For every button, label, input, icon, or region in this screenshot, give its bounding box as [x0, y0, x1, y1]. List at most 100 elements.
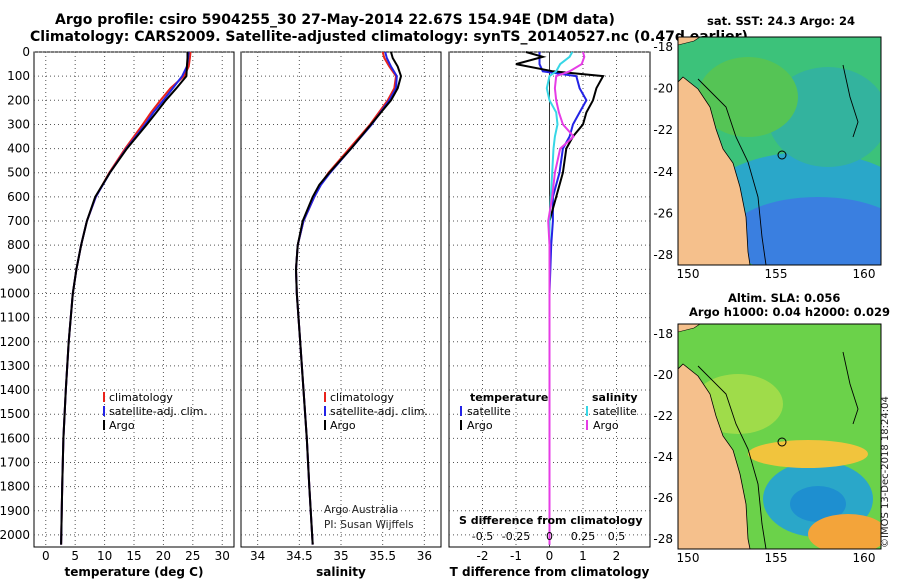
x-tick-label: 34.5	[286, 549, 313, 563]
s-tick-label: -0.5	[472, 530, 493, 543]
series-line-argo	[60, 52, 189, 545]
y-tick-label: 400	[7, 142, 30, 156]
x-tick-label: 0	[546, 549, 554, 563]
map-y-tick: -28	[653, 248, 673, 262]
y-tick-label: 1000	[0, 286, 30, 300]
sst-map-title: sat. SST: 24.3 Argo: 24	[707, 14, 856, 28]
legend-label: satellite	[593, 405, 637, 418]
land-mass	[678, 76, 751, 265]
legend-label: climatology	[330, 391, 394, 404]
x-tick-label: 15	[126, 549, 141, 563]
y-tick-label: 2000	[0, 528, 30, 542]
panel-differences: -2 -1 0 1 2 T difference from climatology	[448, 51, 651, 579]
map-frame	[677, 323, 882, 550]
x-tick-label: 5	[71, 549, 79, 563]
y-tick-label: 1900	[0, 504, 30, 518]
y-tick-label: 500	[7, 166, 30, 180]
y-tick-label: 100	[7, 69, 30, 83]
map-sla: 150 155 160 -18 -20 -22 -24 -26 -28	[653, 323, 882, 565]
x-tick-label: 20	[156, 549, 171, 563]
map-y-tick: -18	[653, 40, 673, 54]
bathymetry-contour	[697, 365, 767, 549]
legend-label: Argo	[109, 419, 135, 432]
map-y-tick: -24	[653, 450, 673, 464]
s-tick-label: 0.5	[608, 530, 626, 543]
legend-title-salinity: salinity	[592, 391, 638, 404]
map-y-tick: -18	[653, 327, 673, 341]
y-tick-label: 1400	[0, 383, 30, 397]
y-tick-label: 1500	[0, 407, 30, 421]
legend-label: satellite-adj. clim.	[109, 405, 207, 418]
s-tick-label: 0	[546, 530, 553, 543]
map-field	[678, 37, 881, 265]
map-y-tick: -26	[653, 491, 673, 505]
map-y-tick: -26	[653, 206, 673, 220]
x-axis-label: T difference from climatology	[450, 565, 650, 579]
legend-label: satellite-adj. clim.	[330, 405, 428, 418]
s-axis-label: S difference from climatology	[459, 514, 643, 527]
y-tick-label: 200	[7, 93, 30, 107]
series-line-argo	[294, 51, 403, 545]
y-tick-label: 900	[7, 262, 30, 276]
s-tick-label: -0.25	[502, 530, 530, 543]
map-y-tick: -28	[653, 532, 673, 546]
chart-title-line1: Argo profile: csiro 5904255_30 27-May-20…	[55, 12, 615, 28]
timestamp-stamp: ©IMOS 13-Dec-2018 18:24:04	[880, 396, 891, 548]
map-y-tick: -22	[653, 123, 673, 137]
map-x-tick: 150	[677, 267, 700, 281]
reef-contour	[842, 351, 859, 425]
map-y-tick: -20	[653, 82, 673, 96]
map-x-tick: 160	[853, 267, 876, 281]
panel-temperature: 0 5 10 15 20 25 300100200300400500600700800900…	[0, 45, 235, 579]
x-tick-label: -1	[510, 549, 522, 563]
legend-label: Argo	[467, 419, 493, 432]
legend-label: climatology	[109, 391, 173, 404]
land-mass	[678, 324, 701, 333]
series-line-s-argo	[547, 51, 586, 545]
x-tick-label: 0	[42, 549, 50, 563]
x-axis-label: salinity	[316, 565, 366, 579]
legend-title-temperature: temperature	[470, 391, 548, 404]
map-y-tick: -20	[653, 368, 673, 382]
x-tick-label: 25	[185, 549, 200, 563]
x-tick-label: 10	[97, 549, 112, 563]
y-tick-label: 1600	[0, 431, 30, 445]
legend-label: satellite	[467, 405, 511, 418]
x-tick-label: 2	[613, 549, 621, 563]
argo-owner-note: Argo Australia	[324, 504, 399, 516]
y-tick-label: 1100	[0, 311, 30, 325]
y-tick-label: 1300	[0, 359, 30, 373]
land-mass	[678, 37, 701, 46]
x-tick-label: 34	[250, 549, 265, 563]
y-tick-label: 1700	[0, 455, 30, 469]
reef-contour	[842, 64, 859, 138]
x-axis-label: temperature (deg C)	[65, 565, 204, 579]
x-tick-label: 35.5	[369, 549, 396, 563]
land-mass	[678, 363, 751, 549]
y-tick-label: 0	[22, 45, 30, 59]
map-x-tick: 150	[677, 551, 700, 565]
x-tick-label: 1	[579, 549, 587, 563]
y-tick-label: 1200	[0, 335, 30, 349]
y-tick-label: 1800	[0, 480, 30, 494]
map-x-tick: 160	[853, 551, 876, 565]
x-tick-label: 36	[417, 549, 432, 563]
sla-map-title-line2: Argo h1000: 0.04 h2000: 0.029	[689, 305, 891, 319]
sla-map-title-line1: Altim. SLA: 0.056	[728, 291, 841, 305]
pi-note: PI: Susan Wijffels	[324, 519, 414, 531]
y-tick-label: 300	[7, 117, 30, 131]
map-sst: 150 155 160 -18 -20 -22 -24 -26 -28	[653, 36, 882, 281]
argo-position-marker	[777, 150, 787, 160]
map-frame	[677, 36, 882, 266]
map-y-tick: -22	[653, 409, 673, 423]
bathymetry-contour	[697, 78, 767, 265]
argo-position-marker	[777, 437, 787, 447]
y-tick-label: 700	[7, 214, 30, 228]
y-tick-label: 600	[7, 190, 30, 204]
chart-title-line2: Climatology: CARS2009. Satellite-adjuste…	[30, 29, 748, 45]
map-x-tick: 155	[765, 551, 788, 565]
legend-label: Argo	[593, 419, 619, 432]
x-tick-label: 35	[333, 549, 348, 563]
map-field	[678, 324, 881, 549]
